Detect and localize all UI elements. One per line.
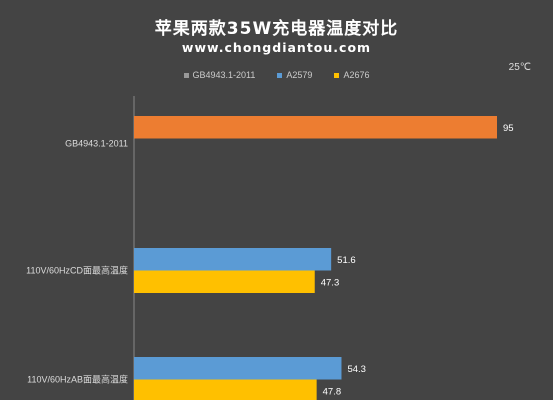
legend-label-a2579: A2579 — [286, 70, 313, 80]
value-label-gb4943-1-2011-0: 95 — [503, 123, 514, 134]
bar-a2579-2 — [134, 357, 342, 380]
legend-swatch-a2676 — [334, 72, 340, 78]
chart-subtitle: www.chongdiantou.com — [181, 40, 372, 55]
bar-gb4943-1-2011-0 — [134, 116, 497, 139]
bars-group: GB4943.1-2011 95 110V/60HzCD面最高温度 51.6 47.3 1… — [26, 116, 514, 400]
bar-a2579-1 — [134, 248, 332, 271]
legend-swatch-gb4943 — [183, 72, 189, 78]
legend-label-a2676: A2676 — [343, 70, 370, 80]
chart-legend: GB4943.1-2011 A2579 A2676 — [0, 70, 553, 80]
bar-a2676-2 — [134, 379, 317, 400]
legend-label-gb4943: GB4943.1-2011 — [192, 70, 256, 80]
value-label-a2579-2: 54.3 — [347, 364, 366, 375]
value-label-a2579-1: 51.6 — [337, 255, 356, 266]
category-label-1: 110V/60HzCD面最高温度 — [26, 265, 128, 276]
legend-item-a2676: A2676 — [334, 70, 369, 80]
bar-a2676-1 — [134, 270, 315, 293]
category-label-2: 110V/60HzAB面最高温度 — [27, 374, 128, 385]
category-label-0: GB4943.1-2011 — [65, 138, 128, 148]
legend-item-gb4943: GB4943.1-2011 — [183, 70, 256, 80]
legend-swatch-a2579 — [277, 72, 283, 78]
value-label-a2676-2: 47.8 — [323, 386, 342, 397]
value-label-a2676-1: 47.3 — [321, 277, 340, 288]
legend-item-a2579: A2579 — [277, 70, 312, 80]
unit-label: 25℃ — [508, 62, 531, 73]
chart-title: 苹果两款35W充电器温度对比 — [154, 19, 399, 39]
